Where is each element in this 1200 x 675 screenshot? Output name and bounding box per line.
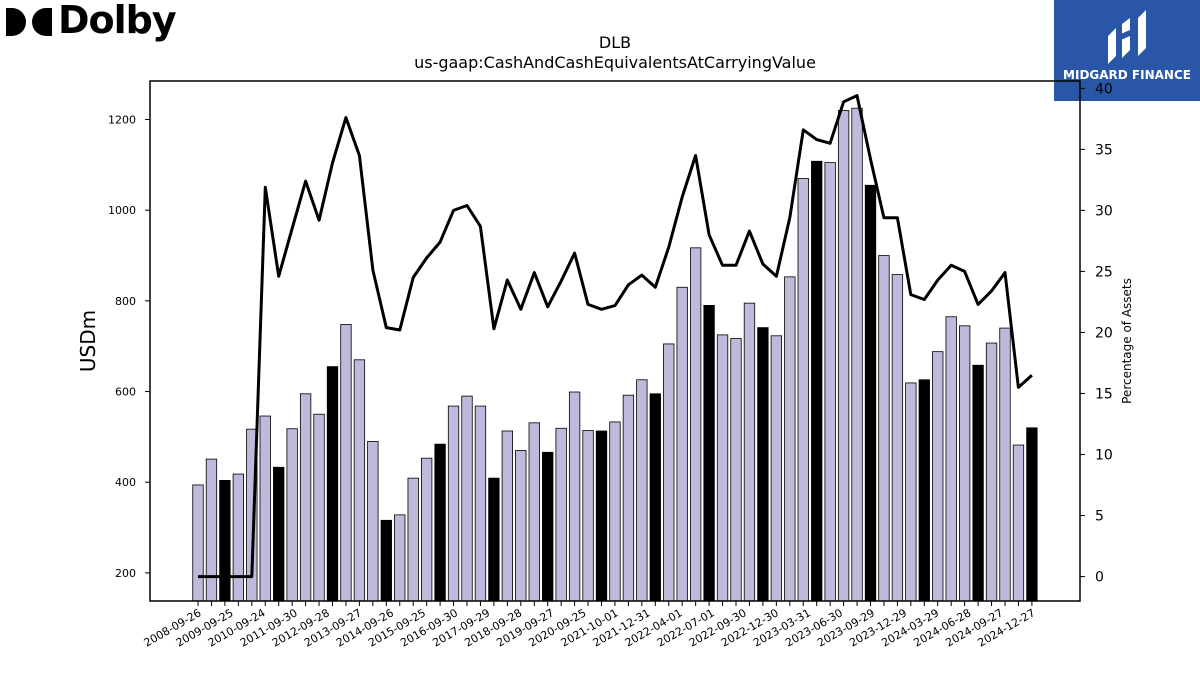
bar xyxy=(622,394,635,602)
bar xyxy=(273,466,285,602)
y-axis-right: 0 5 10 15 20 25 30 35 40 xyxy=(1080,81,1113,586)
bar xyxy=(353,359,366,602)
bar xyxy=(555,427,567,602)
y2-tick-label: 35 xyxy=(1095,142,1113,158)
y2-tick-label: 5 xyxy=(1095,509,1104,525)
y-tick-label: 600 xyxy=(115,386,136,399)
dolby-logo xyxy=(6,8,52,36)
bar xyxy=(636,379,648,602)
midgard-finance-label: MIDGARD FINANCE xyxy=(1063,68,1191,82)
bar xyxy=(205,458,218,602)
bar xyxy=(703,305,715,602)
bar xyxy=(985,342,998,602)
y2-axis-label: Percentage of Assets xyxy=(1120,278,1134,404)
bar xyxy=(932,351,944,602)
dolby-double-d-icon xyxy=(6,8,52,36)
bar xyxy=(851,107,863,602)
bar xyxy=(219,480,231,602)
bar xyxy=(542,451,554,602)
bar xyxy=(192,484,204,602)
y2-tick-label: 15 xyxy=(1095,386,1113,402)
bar xyxy=(864,184,877,602)
percentage-of-assets-line xyxy=(198,94,1033,579)
bar xyxy=(811,160,823,602)
y2-tick-label: 10 xyxy=(1095,448,1113,464)
x-axis: 2008-09-262009-09-252010-09-242011-09-30… xyxy=(142,601,1037,650)
bar xyxy=(528,422,540,602)
bar xyxy=(326,366,339,602)
bar xyxy=(690,247,702,602)
bar xyxy=(730,338,742,602)
bar xyxy=(663,343,675,602)
bar xyxy=(367,441,379,602)
bar xyxy=(609,421,621,602)
bar xyxy=(568,391,581,602)
bar xyxy=(299,393,312,602)
bar xyxy=(824,162,836,602)
bar xyxy=(797,178,809,602)
bar xyxy=(999,327,1011,602)
bar xyxy=(595,430,608,602)
bar xyxy=(461,395,473,602)
dolby-wordmark: Dolby xyxy=(58,0,177,42)
bar xyxy=(649,393,661,602)
y2-tick-label: 0 xyxy=(1095,570,1104,586)
bar xyxy=(380,519,392,602)
midgard-finance-badge: MIDGARD FINANCE xyxy=(1054,0,1200,101)
bar xyxy=(515,450,527,602)
bar xyxy=(407,477,419,602)
bar xyxy=(313,413,325,602)
bar xyxy=(1012,444,1025,602)
bar xyxy=(1026,427,1038,602)
bar xyxy=(420,457,433,602)
chart-title: DLB xyxy=(599,33,631,52)
bar xyxy=(394,514,406,602)
bar xyxy=(340,324,352,602)
y2-tick-label: 30 xyxy=(1095,203,1113,219)
bar xyxy=(784,276,796,602)
bar xyxy=(905,382,917,602)
midgard-finance-logo-icon xyxy=(1108,10,1146,64)
bar xyxy=(972,364,984,602)
y-tick-label: 800 xyxy=(115,295,136,308)
bar xyxy=(878,255,890,602)
bar xyxy=(447,405,460,602)
bar xyxy=(434,443,446,602)
bar xyxy=(945,316,957,602)
bar xyxy=(918,379,930,602)
bar xyxy=(286,428,298,602)
y2-tick-label: 20 xyxy=(1095,325,1113,341)
bar xyxy=(959,325,971,602)
bar xyxy=(891,274,904,602)
chart-subtitle: us-gaap:CashAndCashEquivalentsAtCarrying… xyxy=(414,53,816,72)
bar xyxy=(232,473,245,602)
y-axis-left: 200 400 600 800 1000 1200 xyxy=(108,114,150,580)
bar xyxy=(582,430,594,602)
bar xyxy=(837,110,850,602)
y-tick-label: 1200 xyxy=(108,114,136,127)
y-tick-label: 400 xyxy=(115,476,136,489)
bar xyxy=(757,327,769,602)
y-tick-label: 1000 xyxy=(108,204,136,217)
y-tick-label: 200 xyxy=(115,567,136,580)
bar xyxy=(676,286,688,602)
y2-tick-label: 40 xyxy=(1095,81,1113,97)
bar xyxy=(488,477,500,602)
y2-tick-label: 25 xyxy=(1095,264,1113,280)
bar xyxy=(716,334,729,602)
bar xyxy=(259,415,271,602)
bar xyxy=(474,405,487,602)
bar xyxy=(743,302,756,602)
bar xyxy=(501,430,514,602)
bar-series xyxy=(192,107,1038,602)
bar xyxy=(770,335,782,602)
y-axis-label: USDm xyxy=(76,310,100,372)
